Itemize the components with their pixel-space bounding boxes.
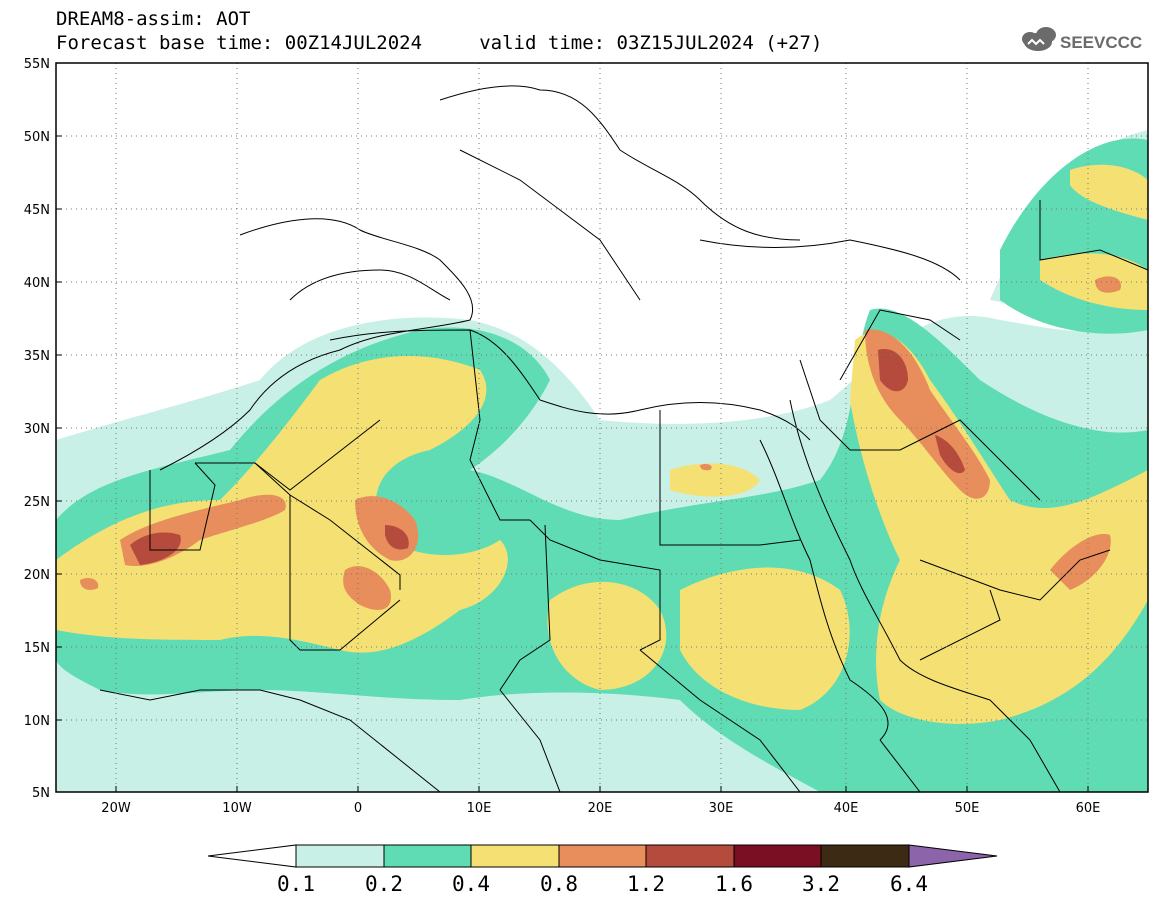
colorbar-label: 1.2 — [627, 872, 665, 896]
forecast-time-info: Forecast base time: 00Z14JUL2024 valid t… — [56, 32, 823, 54]
colorbar-below-arrow — [207, 844, 297, 868]
colorbar-swatch — [383, 844, 472, 868]
lon-tick-label: 60E — [1076, 801, 1101, 816]
lon-tick-label: 50E — [955, 801, 980, 816]
lon-tick-label: 40E — [834, 801, 859, 816]
colorbar-label: 0.2 — [365, 872, 403, 896]
lat-tick-label: 20N — [24, 568, 50, 583]
colorbar-swatch — [645, 844, 735, 868]
lon-tick-label: 10W — [222, 801, 252, 816]
map-title: DREAM8-assim: AOT — [56, 8, 251, 30]
lon-tick-label: 20W — [101, 801, 131, 816]
lat-tick-label: 55N — [24, 57, 50, 72]
colorbar-label: 3.2 — [802, 872, 840, 896]
colorbar-label: 1.6 — [715, 872, 753, 896]
colorbar-label: 0.1 — [277, 872, 315, 896]
lat-tick-label: 25N — [24, 495, 50, 510]
logo-text: SEEVCCC — [1060, 33, 1142, 52]
colorbar-swatch — [820, 844, 910, 868]
seevccc-logo: SEEVCCC — [1022, 27, 1142, 52]
colorbar-label: 0.4 — [452, 872, 490, 896]
colorbar-swatch — [295, 844, 385, 868]
colorbar — [207, 844, 998, 868]
colorbar-label: 6.4 — [890, 872, 928, 896]
lon-tick-label: 20E — [588, 801, 613, 816]
lat-tick-label: 45N — [24, 203, 50, 218]
colorbar-label: 0.8 — [540, 872, 578, 896]
lat-tick-label: 40N — [24, 276, 50, 291]
lat-tick-label: 5N — [32, 786, 50, 801]
lon-tick-label: 30E — [709, 801, 734, 816]
lat-tick-label: 15N — [24, 641, 50, 656]
lat-tick-label: 35N — [24, 349, 50, 364]
lat-tick-label: 50N — [24, 130, 50, 145]
colorbar-swatch — [558, 844, 647, 868]
aot-contours — [56, 63, 1148, 792]
lat-tick-label: 30N — [24, 422, 50, 437]
colorbar-swatch — [470, 844, 560, 868]
lon-tick-label: 10E — [467, 801, 492, 816]
colorbar-above-arrow — [908, 844, 998, 868]
lat-tick-label: 10N — [24, 714, 50, 729]
lon-tick-label: 0 — [354, 801, 362, 816]
colorbar-swatch — [733, 844, 822, 868]
